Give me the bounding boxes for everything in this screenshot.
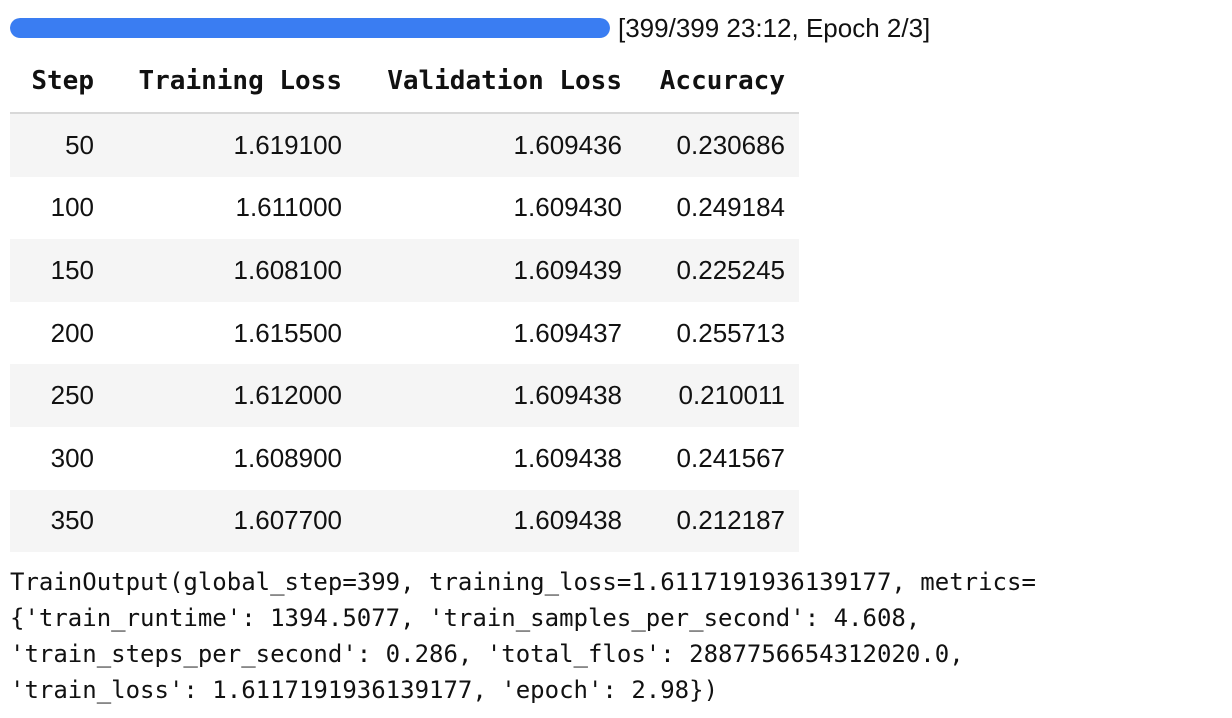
- table-row: 100 1.611000 1.609430 0.249184: [10, 177, 799, 240]
- cell-accuracy: 0.225245: [636, 239, 799, 302]
- cell-validation-loss: 1.609436: [356, 113, 636, 177]
- output-line: {'train_runtime': 1394.5077, 'train_samp…: [10, 604, 921, 632]
- cell-training-loss: 1.608100: [108, 239, 356, 302]
- cell-training-loss: 1.612000: [108, 364, 356, 427]
- column-header-training-loss: Training Loss: [108, 49, 356, 114]
- output-line: 'train_loss': 1.6117191936139177, 'epoch…: [10, 676, 719, 704]
- cell-training-loss: 1.611000: [235, 192, 342, 223]
- table-header-row: Step Training Loss Validation Loss Accur…: [10, 49, 799, 114]
- cell-training-loss: 1.607700: [108, 489, 356, 553]
- cell-validation-loss: 1.609437: [513, 317, 622, 348]
- cell-accuracy: 0.212187: [636, 489, 799, 553]
- table-row: 350 1.607700 1.609438 0.212187: [10, 489, 799, 553]
- table-row: 300 1.608900 1.609438 0.241567: [10, 427, 799, 490]
- cell-step: 100: [50, 192, 94, 223]
- column-header-step: Step: [10, 49, 108, 114]
- progress-bar: [10, 18, 610, 38]
- table-row: 250 1.612000 1.609438 0.210011: [10, 364, 799, 427]
- cell-accuracy: 0.255713: [676, 317, 785, 348]
- output-line: 'train_steps_per_second': 0.286, 'total_…: [10, 640, 964, 668]
- table-row: 200 1.615500 1.609437 0.255713: [10, 302, 799, 365]
- cell-validation-loss: 1.609430: [513, 192, 622, 223]
- cell-accuracy: 0.241567: [676, 442, 785, 473]
- progress-bar-fill: [10, 18, 610, 38]
- column-header-validation-loss: Validation Loss: [356, 49, 636, 114]
- column-header-accuracy: Accuracy: [636, 49, 799, 114]
- cell-accuracy: 0.210011: [636, 364, 799, 427]
- cell-validation-loss: 1.609438: [356, 489, 636, 553]
- cell-step: 300: [50, 442, 94, 473]
- cell-accuracy: 0.230686: [636, 113, 799, 177]
- table-row: 50 1.619100 1.609436 0.230686: [10, 113, 799, 177]
- cell-training-loss: 1.608900: [233, 442, 342, 473]
- progress-status-text: [399/399 23:12, Epoch 2/3]: [618, 12, 931, 43]
- cell-step: 50: [10, 113, 108, 177]
- cell-validation-loss: 1.609438: [513, 442, 622, 473]
- cell-validation-loss: 1.609439: [356, 239, 636, 302]
- cell-step: 150: [10, 239, 108, 302]
- cell-step: 350: [10, 489, 108, 553]
- cell-training-loss: 1.615500: [233, 317, 342, 348]
- cell-training-loss: 1.619100: [108, 113, 356, 177]
- output-line: TrainOutput(global_step=399, training_lo…: [10, 568, 1036, 596]
- train-output-text: TrainOutput(global_step=399, training_lo…: [10, 564, 1225, 708]
- training-progress: [399/399 23:12, Epoch 2/3]: [10, 10, 930, 46]
- training-metrics-table: Step Training Loss Validation Loss Accur…: [10, 49, 799, 553]
- cell-step: 250: [10, 364, 108, 427]
- cell-validation-loss: 1.609438: [356, 364, 636, 427]
- cell-accuracy: 0.249184: [676, 192, 785, 223]
- table-row: 150 1.608100 1.609439 0.225245: [10, 239, 799, 302]
- cell-step: 200: [50, 317, 94, 348]
